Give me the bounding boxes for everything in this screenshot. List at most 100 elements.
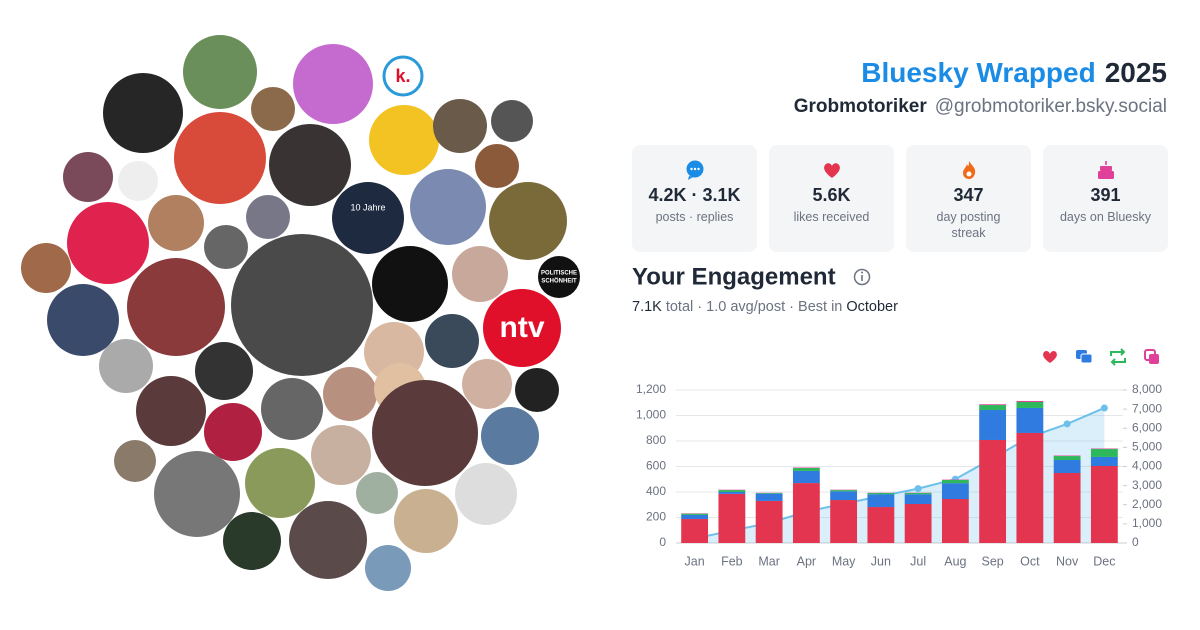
legend-icon bbox=[1149, 354, 1159, 364]
best-month: October bbox=[846, 299, 898, 315]
stat-label: likes received bbox=[793, 210, 870, 224]
bar-segment bbox=[681, 514, 709, 520]
avatar bbox=[204, 403, 262, 461]
avatar bbox=[491, 100, 533, 142]
stat-card: 391 days on Bluesky bbox=[1043, 145, 1168, 252]
y2-tick-label: 3,000 bbox=[1132, 478, 1162, 492]
avatar bbox=[332, 182, 404, 254]
avatar bbox=[433, 99, 487, 153]
y-tick-label: 600 bbox=[646, 459, 666, 473]
avatar bbox=[183, 35, 257, 109]
y2-tick-label: 4,000 bbox=[1132, 459, 1162, 473]
stat-value: 391 bbox=[1090, 185, 1121, 205]
bar-segment bbox=[1090, 465, 1118, 543]
avatar bbox=[204, 225, 248, 269]
x-tick-label: Jan bbox=[685, 554, 705, 568]
bar-segment bbox=[755, 493, 783, 494]
y2-tick-label: 1,000 bbox=[1132, 516, 1162, 530]
avatar bbox=[136, 376, 206, 446]
avatar bbox=[462, 359, 512, 409]
x-tick-label: Feb bbox=[721, 554, 743, 568]
bar-segment bbox=[979, 404, 1007, 406]
bar-segment bbox=[1090, 456, 1118, 466]
stat-label: days on Bluesky bbox=[1059, 210, 1152, 224]
avatar bbox=[365, 545, 411, 591]
legend-icon bbox=[1043, 350, 1057, 363]
avatar-text: POLITISCHE bbox=[541, 271, 577, 277]
title-text: Bluesky Wrapped bbox=[861, 57, 1095, 88]
bar-segment bbox=[1016, 432, 1044, 543]
avatar bbox=[425, 314, 479, 368]
engagement-chart: 0 200 400 600 800 1,000 1,200 0 1,000 2,000 3,000 4… bbox=[636, 348, 1162, 568]
y2-tick-label: 5,000 bbox=[1132, 440, 1162, 454]
avatar bbox=[67, 202, 149, 284]
avatar bbox=[515, 368, 559, 412]
display-name: Grobmotoriker bbox=[794, 96, 928, 117]
avatar bbox=[452, 246, 508, 302]
avatar bbox=[356, 472, 398, 514]
x-tick-label: Oct bbox=[1020, 554, 1040, 568]
y-tick-label: 800 bbox=[646, 433, 666, 447]
x-tick-label: May bbox=[832, 554, 856, 568]
bar-segment bbox=[755, 493, 783, 501]
avatar bbox=[114, 440, 156, 482]
avatar bbox=[223, 512, 281, 570]
bar-segment bbox=[718, 493, 746, 543]
avatar bbox=[148, 195, 204, 251]
avatar bbox=[103, 73, 183, 153]
cumulative-point bbox=[914, 485, 922, 493]
avatar bbox=[394, 489, 458, 553]
y-tick-label: 400 bbox=[646, 484, 666, 498]
bar-segment bbox=[830, 491, 858, 501]
info-icon[interactable] bbox=[853, 268, 871, 286]
bar-segment bbox=[681, 519, 709, 543]
bar-segment bbox=[792, 470, 820, 484]
bar-segment bbox=[681, 513, 709, 515]
avatar bbox=[21, 243, 71, 293]
avatar bbox=[127, 258, 225, 356]
avatar bbox=[99, 339, 153, 393]
bar-segment bbox=[718, 490, 746, 492]
account: Grobmotoriker @grobmotoriker.bsky.social bbox=[794, 96, 1167, 117]
x-tick-label: Sep bbox=[982, 554, 1004, 568]
avatar bbox=[381, 54, 425, 98]
avatar-ring bbox=[382, 55, 424, 97]
stat-label: posts · replies bbox=[655, 210, 734, 224]
engagement-heading: Your Engagement bbox=[632, 263, 836, 290]
y-tick-label: 200 bbox=[646, 510, 666, 524]
title: Bluesky Wrapped 2025 bbox=[861, 57, 1167, 88]
avatar bbox=[118, 161, 158, 201]
bar-segment bbox=[979, 410, 1007, 440]
avatar bbox=[455, 463, 517, 525]
icon bbox=[1098, 161, 1114, 179]
bar-segment bbox=[1053, 459, 1081, 474]
bar-segment bbox=[792, 468, 820, 471]
bar-segment bbox=[830, 500, 858, 543]
avatar bbox=[311, 425, 371, 485]
legend-icon bbox=[1080, 353, 1093, 364]
legend-icon bbox=[1110, 348, 1126, 366]
stat-card: 4.2K · 3.1K posts · replies bbox=[632, 145, 757, 252]
avatar bbox=[246, 195, 290, 239]
bar-segment bbox=[1090, 449, 1118, 457]
stat-card: 347 day posting streak bbox=[906, 145, 1031, 252]
summary-text: total · 1.0 avg/post · Best in bbox=[666, 299, 843, 315]
avatar bbox=[289, 501, 367, 579]
avatar bbox=[79, 396, 123, 440]
y2-tick-label: 0 bbox=[1132, 535, 1139, 549]
y-tick-label: 1,200 bbox=[636, 382, 666, 396]
y2-tick-label: 2,000 bbox=[1132, 497, 1162, 511]
x-tick-label: Aug bbox=[944, 554, 966, 568]
avatar bbox=[372, 380, 478, 486]
avatar-text: ntv bbox=[500, 311, 545, 344]
avatar bbox=[481, 407, 539, 465]
total: 7.1K bbox=[632, 299, 662, 315]
bar-segment bbox=[941, 480, 969, 484]
legend bbox=[1043, 348, 1159, 366]
x-tick-label: Jun bbox=[871, 554, 891, 568]
y2-tick-label: 6,000 bbox=[1132, 420, 1162, 434]
x-tick-label: Jul bbox=[910, 554, 926, 568]
x-tick-label: Apr bbox=[797, 554, 816, 568]
